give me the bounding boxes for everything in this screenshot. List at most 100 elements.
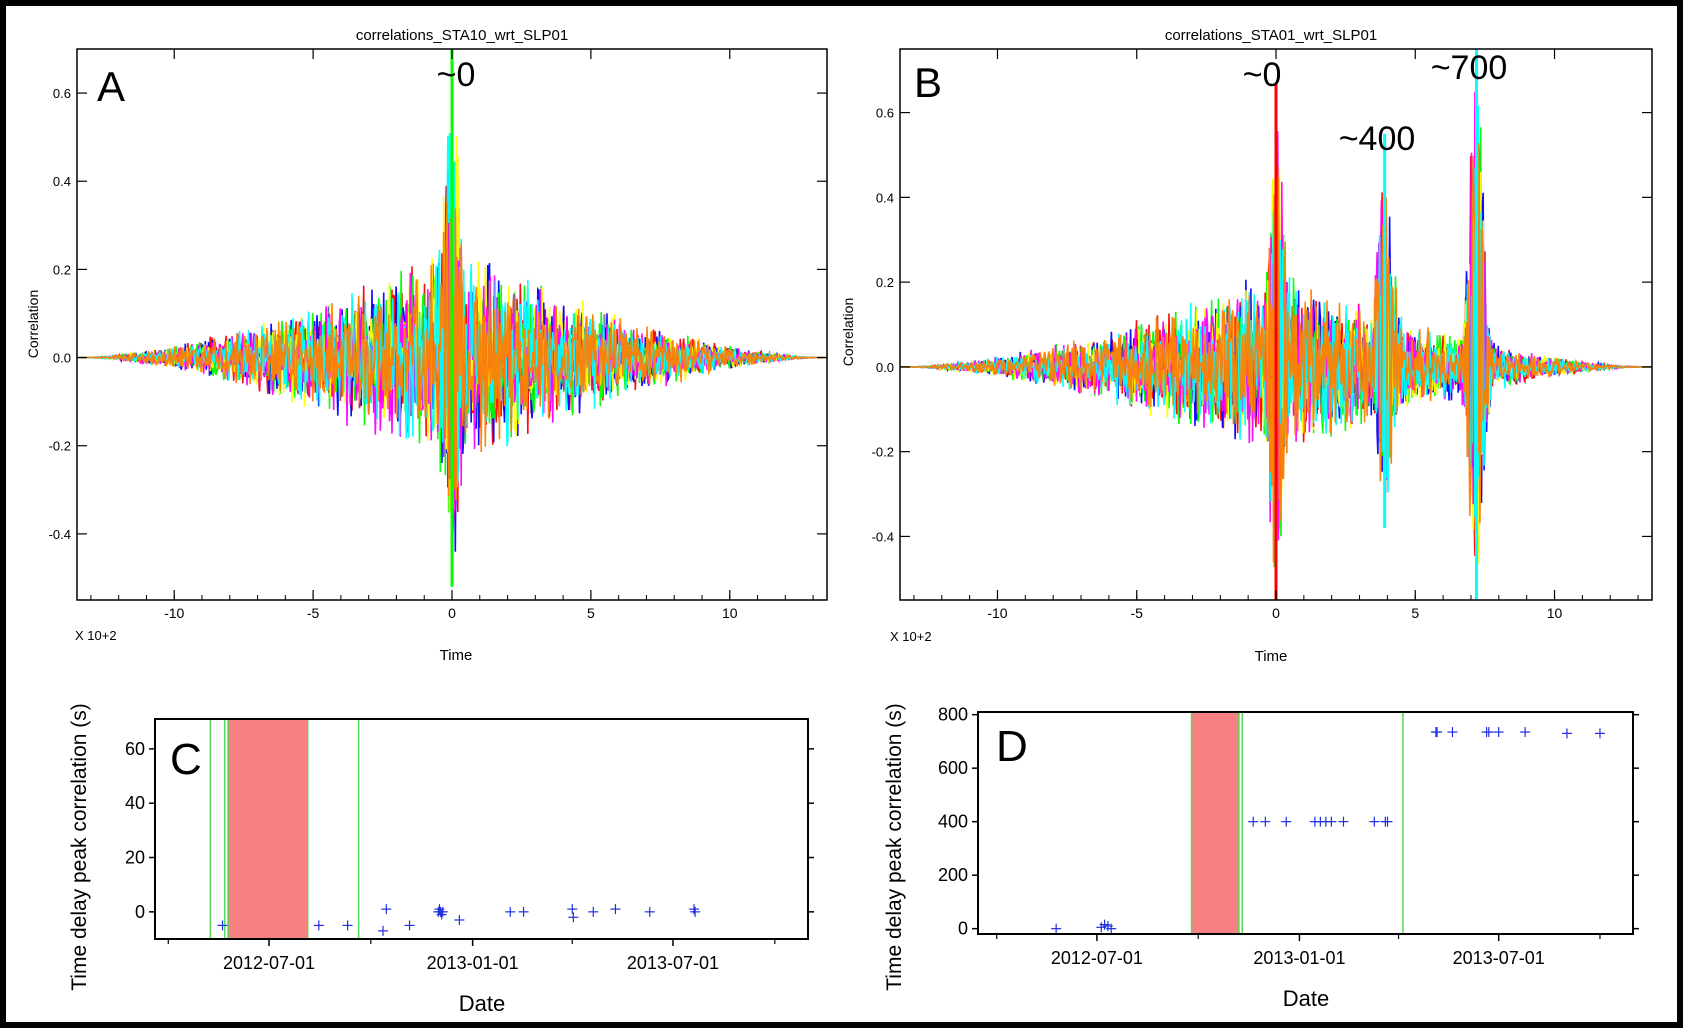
y-tick-label: -0.2: [49, 439, 71, 454]
panel-a-annotation-0: ~0: [437, 56, 476, 94]
scatter-point: [1520, 727, 1531, 738]
panel-a-plot-area: -10 -5 0 5 10 -0.4 -0.2 0.0 0.2 0.4 0.6: [49, 49, 827, 621]
scatter-point: [404, 920, 415, 931]
scatter-point: [1248, 816, 1259, 827]
y-tick-label: 400: [938, 812, 968, 832]
panel-a-x-multiplier: X 10+2: [75, 628, 117, 643]
scatter-point: [610, 904, 621, 915]
panel-d: 2012-07-01 2013-01-01 2013-07-01 0 200 400 600…: [883, 703, 1639, 1011]
panel-a: correlations_STA10_wrt_SLP01 -10 -5 0 5 10 -0…: [25, 27, 828, 664]
x-tick-label: 5: [587, 605, 595, 621]
x-tick-label: 0: [448, 605, 456, 621]
scatter-point: [1561, 728, 1572, 739]
x-tick-label: -10: [987, 605, 1007, 621]
panel-b-title: correlations_STA01_wrt_SLP01: [1165, 27, 1377, 44]
panel-c-axes-frame: [154, 718, 809, 940]
scatter-point: [1326, 816, 1337, 827]
scatter-point: [568, 912, 579, 923]
scatter-point: [567, 904, 578, 915]
panel-a-axes-frame: [76, 48, 828, 601]
scatter-point: [518, 906, 529, 917]
scatter-point: [1447, 727, 1458, 738]
scatter-point: [1281, 816, 1292, 827]
y-tick-label: 0.6: [53, 86, 71, 101]
panel-a-title: correlations_STA10_wrt_SLP01: [356, 27, 568, 44]
scatter-point: [1483, 727, 1494, 738]
scatter-point: [690, 906, 701, 917]
panel-b-x-multiplier: X 10+2: [890, 629, 932, 644]
y-tick-label: 200: [938, 865, 968, 885]
panel-b-letter: B: [914, 59, 942, 106]
y-tick-label: 40: [125, 793, 145, 813]
scatter-point: [588, 906, 599, 917]
scatter-point: [1260, 816, 1271, 827]
x-tick-label: -5: [307, 605, 320, 621]
y-tick-label: -0.2: [872, 445, 894, 460]
scatter-point: [1051, 923, 1062, 934]
panel-c-xlabel: Date: [459, 991, 505, 1016]
y-tick-label: -0.4: [49, 527, 71, 542]
y-tick-label: 0.6: [876, 106, 894, 121]
data-gap-region: [1191, 712, 1239, 934]
panel-c-ylabel: Time delay peak correlation (s): [68, 703, 91, 991]
y-tick-label: 0.0: [876, 360, 894, 375]
panel-a-letter: A: [97, 63, 125, 110]
y-tick-label: 0: [135, 902, 145, 922]
scatter-point: [342, 920, 353, 931]
data-gap-region: [228, 719, 308, 939]
scatter-point: [1493, 727, 1504, 738]
x-tick-label: 0: [1272, 605, 1280, 621]
scatter-point: [644, 906, 655, 917]
y-tick-label: 0.0: [53, 351, 71, 366]
scatter-point: [1369, 816, 1380, 827]
x-tick-label: 2013-01-01: [1253, 948, 1345, 968]
x-tick-label: 2013-07-01: [1453, 948, 1545, 968]
y-tick-label: 60: [125, 739, 145, 759]
scatter-point: [1338, 816, 1349, 827]
scatter-point: [689, 904, 700, 915]
y-tick-label: 0.4: [876, 190, 894, 205]
x-tick-label: 2012-07-01: [1051, 948, 1143, 968]
scatter-point: [1382, 816, 1393, 827]
x-tick-label: -10: [164, 605, 184, 621]
trace-group: [77, 49, 827, 587]
y-tick-label: 0.4: [53, 174, 71, 189]
scatter-point: [437, 906, 448, 917]
scatter-point: [1594, 728, 1605, 739]
panel-b-annotation-1: ~400: [1339, 120, 1416, 158]
y-tick-label: 20: [125, 848, 145, 868]
panel-d-axes-frame: [977, 711, 1634, 935]
scatter-point: [436, 909, 447, 920]
scatter-point: [454, 914, 465, 925]
x-tick-label: -5: [1131, 605, 1144, 621]
y-tick-label: 0.2: [53, 262, 71, 277]
y-tick-label: 0.2: [876, 275, 894, 290]
y-tick-label: -0.4: [872, 529, 894, 544]
y-tick-label: 600: [938, 758, 968, 778]
panel-d-xlabel: Date: [1283, 986, 1329, 1011]
panel-d-ylabel: Time delay peak correlation (s): [883, 703, 906, 991]
x-tick-label: 2013-07-01: [627, 953, 719, 973]
x-tick-label: 10: [1547, 605, 1563, 621]
y-tick-label: 0: [958, 919, 968, 939]
panel-d-plot-area: 2012-07-01 2013-01-01 2013-07-01 0 200 400 600…: [938, 705, 1639, 968]
y-tick-label: 800: [938, 705, 968, 725]
x-tick-label: 2012-07-01: [223, 953, 315, 973]
panel-c-letter: C: [170, 735, 202, 784]
scatter-point: [217, 920, 228, 931]
scatter-point: [1106, 923, 1117, 934]
panel-a-ylabel: Correlation: [25, 290, 41, 358]
x-tick-label: 2013-01-01: [427, 953, 519, 973]
panel-b-xlabel: Time: [1255, 648, 1288, 665]
scatter-point: [505, 906, 516, 917]
panel-d-letter: D: [996, 722, 1028, 771]
scatter-point: [377, 925, 388, 936]
panel-b-annotation-2: ~700: [1431, 49, 1508, 87]
x-tick-label: 5: [1411, 605, 1419, 621]
scatter-point: [313, 920, 324, 931]
panel-b-plot-area: -10 -5 0 5 10 -0.4 -0.2 0.0 0.2 0.4 0.6: [872, 49, 1652, 621]
scatter-point: [381, 904, 392, 915]
panel-b-annotation-0: ~0: [1243, 56, 1282, 94]
